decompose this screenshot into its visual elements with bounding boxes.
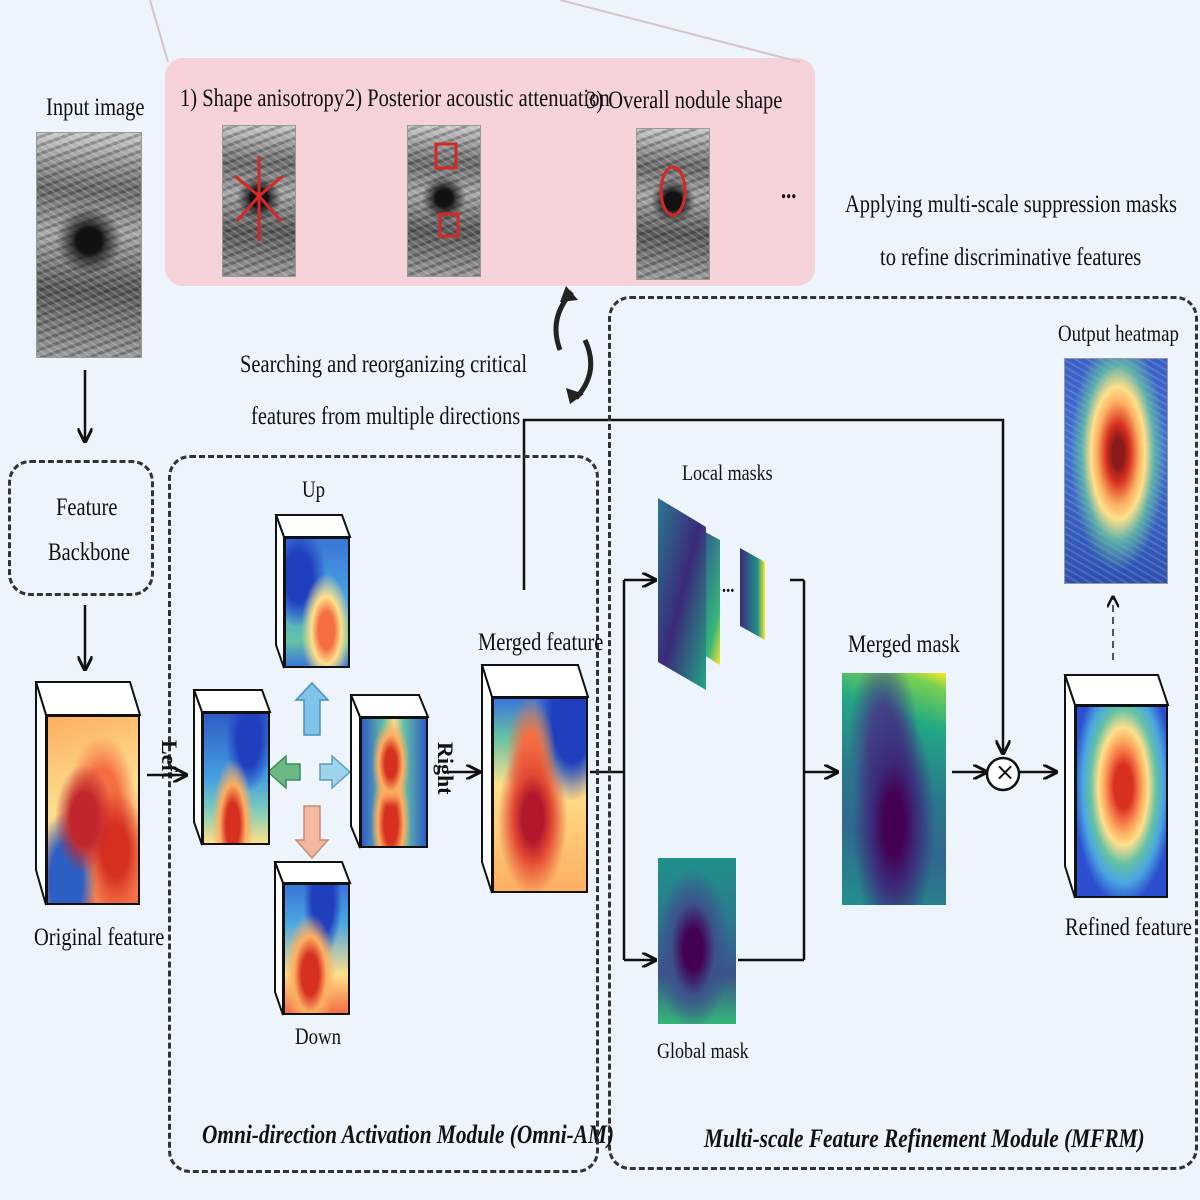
merged-mask-label: Merged mask bbox=[848, 631, 960, 658]
right-label: Right bbox=[433, 742, 458, 795]
posterior-attenuation-label: 2) Posterior acoustic attenuation bbox=[345, 85, 610, 112]
output-heatmap-image bbox=[1064, 358, 1168, 584]
panel-lead-left bbox=[149, 0, 169, 63]
up-label: Up bbox=[302, 477, 326, 502]
arrow-down-icon bbox=[294, 805, 330, 860]
global-mask-label: Global mask bbox=[657, 1038, 749, 1063]
input-image bbox=[36, 132, 142, 358]
anisotropy-example-image bbox=[222, 125, 296, 277]
panel-lead-right bbox=[559, 0, 801, 63]
local-masks-ellipsis: ... bbox=[722, 575, 735, 597]
merged-feature-label: Merged feature bbox=[478, 629, 604, 656]
feature-backbone-line1: Feature bbox=[56, 494, 118, 521]
input-image-label: Input image bbox=[46, 94, 145, 121]
cycle-arrowhead-bottom bbox=[566, 388, 584, 404]
refined-feature-label: Refined feature bbox=[1065, 914, 1192, 941]
output-heatmap-label: Output heatmap bbox=[1058, 321, 1179, 346]
original-feature-label: Original feature bbox=[34, 924, 165, 951]
global-mask bbox=[658, 858, 736, 1024]
cycle-arrowhead-top bbox=[560, 286, 578, 302]
local-masks-label: Local masks bbox=[682, 460, 773, 485]
multiply-circle bbox=[985, 756, 1021, 792]
searching-line2: features from multiple directions bbox=[251, 403, 521, 430]
feature-backbone-line2: Backbone bbox=[48, 539, 130, 566]
omni-am-module-title: Omni-direction Activation Module (Omni-A… bbox=[202, 1120, 615, 1149]
cycle-arrow-bottom bbox=[574, 338, 594, 400]
posterior-example-image bbox=[407, 125, 481, 277]
skip-connection bbox=[522, 418, 1003, 752]
feature-backbone-box bbox=[8, 460, 154, 596]
arrow-left-icon bbox=[266, 754, 301, 790]
applying-masks-line2: to refine discriminative features bbox=[880, 244, 1142, 271]
left-label: Left bbox=[157, 740, 182, 780]
down-label: Down bbox=[295, 1024, 342, 1049]
omni-am-box bbox=[168, 455, 599, 1173]
searching-line1: Searching and reorganizing critical bbox=[240, 351, 528, 378]
mfrm-box bbox=[608, 296, 1198, 1170]
mfrm-module-title: Multi-scale Feature Refinement Module (M… bbox=[704, 1124, 1145, 1153]
applying-masks-line1: Applying multi-scale suppression masks bbox=[845, 191, 1177, 218]
arrow-right-icon bbox=[319, 754, 352, 790]
overall-shape-example-image bbox=[636, 128, 710, 280]
overall-shape-label: 3) Overall nodule shape bbox=[586, 87, 783, 114]
multiply-symbol: × bbox=[995, 758, 1016, 786]
arrow-up-icon bbox=[294, 681, 330, 736]
more-examples-ellipsis: ... bbox=[781, 177, 797, 204]
shape-anisotropy-label: 1) Shape anisotropy bbox=[180, 85, 344, 112]
merged-mask bbox=[842, 673, 946, 905]
